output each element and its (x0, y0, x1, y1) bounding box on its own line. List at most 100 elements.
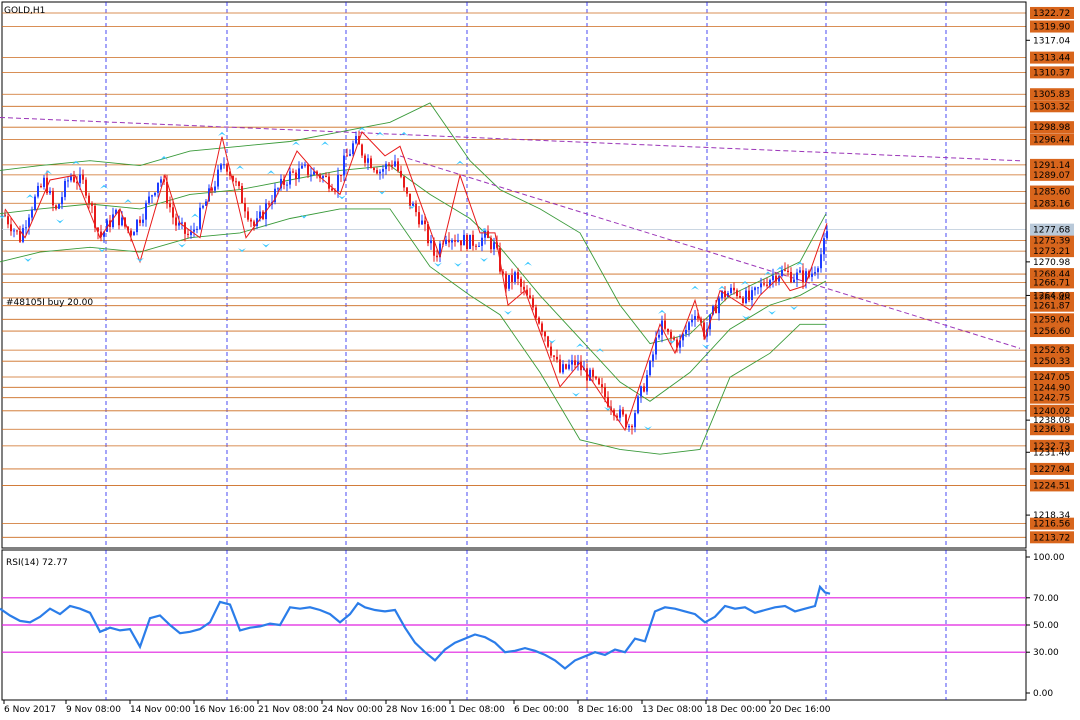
candle-body (601, 384, 603, 388)
candle-body (298, 168, 300, 179)
candle-body (826, 231, 828, 239)
level-price-box (1030, 404, 1074, 417)
time-axis-label: 13 Dec 08:00 (642, 705, 703, 715)
candle-body (376, 170, 378, 174)
candle-body (7, 216, 9, 225)
candle-body (448, 239, 450, 243)
level-price-label: 1227.94 (1033, 465, 1070, 475)
fractal-down-arrow (702, 344, 710, 349)
candle-body (154, 192, 156, 196)
candle-body (88, 195, 90, 204)
chart-frame (1, 1, 1027, 701)
time-grid (105, 2, 947, 700)
level-price-box (1030, 517, 1074, 530)
level-price-label: 1268.44 (1033, 270, 1070, 280)
candle-body (226, 164, 228, 172)
candle-body (517, 272, 519, 279)
trendline (0, 116, 1021, 162)
candle-body (691, 319, 693, 323)
candle-body (199, 207, 201, 229)
candle-body (55, 205, 57, 209)
candle-body (730, 287, 732, 294)
level-price-box (1030, 245, 1074, 258)
fractal-down-arrow (238, 248, 246, 253)
candle-body (541, 323, 543, 332)
candle-body (787, 270, 789, 272)
candle-body (805, 271, 807, 283)
fractal-up-arrow (267, 170, 275, 175)
candle-body (682, 333, 684, 341)
candle-body (217, 169, 219, 187)
candle-body (250, 219, 252, 222)
candle-body (106, 220, 108, 232)
fractal-up-arrow (124, 199, 132, 204)
fractal-down-arrow (668, 339, 676, 344)
level-price-label: 1263.48 (1033, 294, 1070, 304)
candle-body (61, 197, 63, 205)
candle-body (646, 375, 648, 392)
candle-body (733, 287, 735, 291)
candle-body (811, 273, 813, 277)
candle-body (757, 287, 759, 289)
candle-body (622, 409, 624, 415)
candle-body (349, 154, 351, 156)
level-price-label: 1224.51 (1033, 481, 1070, 491)
candle-body (373, 168, 375, 171)
level-price-box (1030, 168, 1074, 181)
level-price-box (1030, 531, 1074, 544)
candle-body (505, 273, 507, 289)
level-price-box (1030, 276, 1074, 289)
candle-body (403, 176, 405, 188)
candle-body (577, 361, 579, 366)
candle-body (565, 364, 567, 369)
zigzag-indicator (4, 130, 828, 432)
candle-body (355, 136, 357, 144)
fractal-up-arrow (376, 131, 384, 136)
candle-body (40, 185, 42, 187)
fractal-down-arrow (408, 204, 416, 209)
candle-body (412, 203, 414, 206)
candle-body (52, 190, 54, 206)
candle-body (574, 360, 576, 366)
trade-label: #48105I buy 20.00 (6, 298, 93, 308)
candle-body (58, 204, 60, 209)
candle-body (382, 169, 384, 172)
level-price-box (1030, 51, 1074, 64)
candle-body (73, 176, 75, 182)
candle-body (727, 293, 729, 298)
price-axis-label: 1270.98 (1033, 258, 1070, 268)
candle-body (175, 217, 177, 226)
candle-body (433, 240, 435, 256)
candle-body (274, 188, 276, 203)
candle-body (37, 185, 39, 197)
candle-body (538, 317, 540, 324)
candle-body (670, 331, 672, 338)
rsi-axis-label: 70.00 (1033, 594, 1059, 604)
candle-body (631, 425, 633, 428)
candle-body (739, 296, 741, 298)
fractal-down-arrow (300, 214, 308, 219)
level-price-label: 1310.37 (1033, 68, 1070, 78)
price-axis-label: 1218.34 (1033, 511, 1070, 521)
candle-body (640, 386, 642, 397)
candle-body (19, 230, 21, 242)
fractal-up-arrow (658, 309, 666, 314)
candle-body (82, 174, 84, 180)
time-axis-label: 28 Nov 16:00 (386, 705, 447, 715)
level-price-label: 1273.21 (1033, 247, 1070, 257)
candle-body (277, 188, 279, 190)
candle-body (160, 179, 162, 183)
candle-body (502, 271, 504, 274)
candle-body (589, 369, 591, 381)
level-price-label: 1291.14 (1033, 161, 1070, 171)
fractal-down-arrow (768, 310, 776, 315)
fractal-up-arrow (400, 131, 408, 136)
candle-body (694, 316, 696, 320)
candle-body (685, 330, 687, 334)
level-price-label: 1285.60 (1033, 188, 1070, 198)
level-price-label: 1244.90 (1033, 383, 1070, 393)
candle-body (418, 212, 420, 225)
candle-body (616, 415, 618, 418)
fractal-down-arrow (338, 195, 346, 200)
